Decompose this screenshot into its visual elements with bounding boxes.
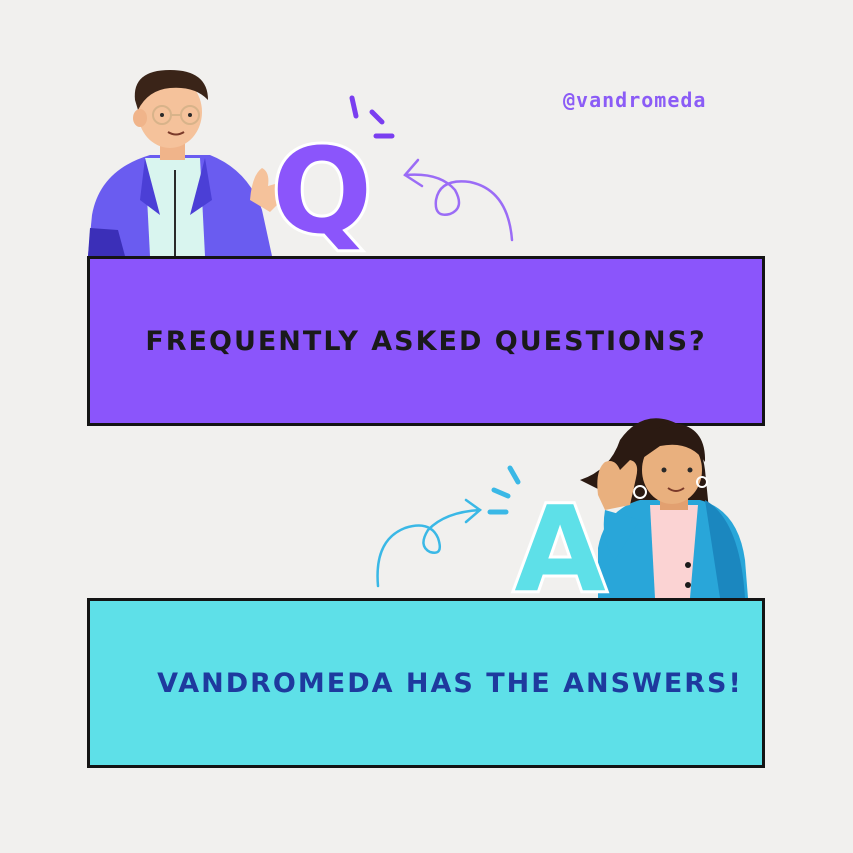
question-banner-text: FREQUENTLY ASKED QUESTIONS? bbox=[145, 325, 707, 357]
curly-arrow-icon bbox=[403, 158, 514, 242]
sparkle-icon bbox=[487, 465, 521, 515]
answer-banner-text: VANDROMEDA HAS THE ANSWERS! bbox=[157, 667, 743, 699]
question-banner: FREQUENTLY ASKED QUESTIONS? bbox=[87, 256, 765, 426]
handle-label: @vandromeda bbox=[563, 88, 707, 112]
sparkle-icon bbox=[349, 95, 395, 139]
answer-banner: VANDROMEDA HAS THE ANSWERS! bbox=[87, 598, 765, 768]
curly-arrow-icon bbox=[376, 498, 483, 588]
q-letter: Q bbox=[272, 122, 372, 260]
a-letter: A bbox=[514, 480, 605, 618]
